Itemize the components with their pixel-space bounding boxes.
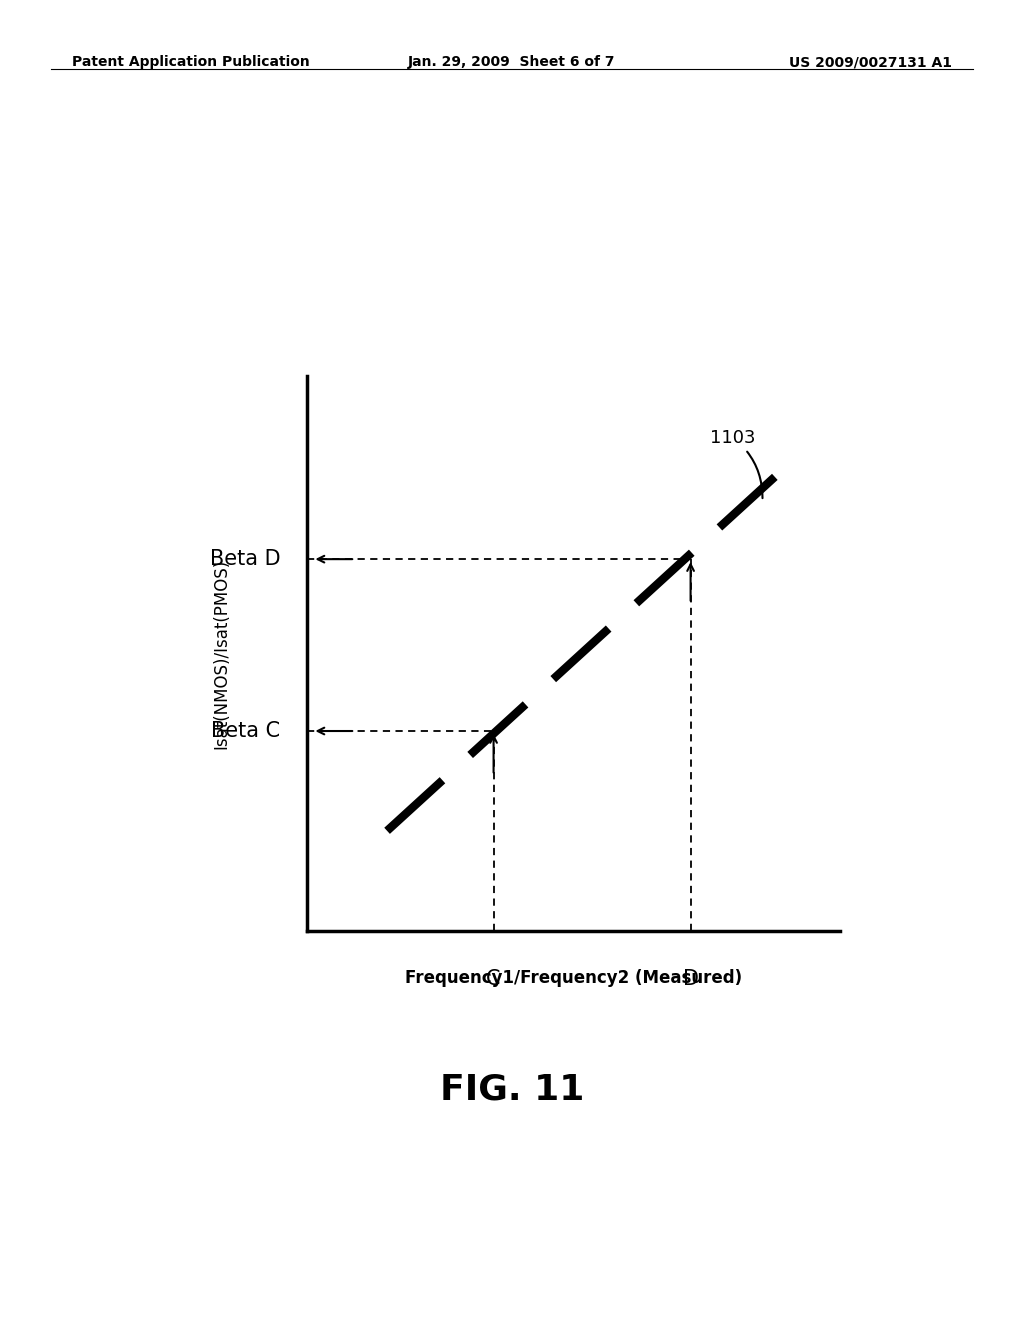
Text: Beta C: Beta C [211,721,281,741]
X-axis label: Frequency1/Frequency2 (Measured): Frequency1/Frequency2 (Measured) [404,969,742,987]
Text: Patent Application Publication: Patent Application Publication [72,55,309,70]
Text: US 2009/0027131 A1: US 2009/0027131 A1 [790,55,952,70]
Text: 1103: 1103 [711,429,763,498]
Text: C: C [486,969,501,990]
Text: Jan. 29, 2009  Sheet 6 of 7: Jan. 29, 2009 Sheet 6 of 7 [409,55,615,70]
Text: D: D [683,969,698,990]
Y-axis label: Isat(NMOS)/Isat(PMOS): Isat(NMOS)/Isat(PMOS) [213,558,230,748]
Text: Beta D: Beta D [210,549,281,569]
Text: FIG. 11: FIG. 11 [440,1072,584,1106]
